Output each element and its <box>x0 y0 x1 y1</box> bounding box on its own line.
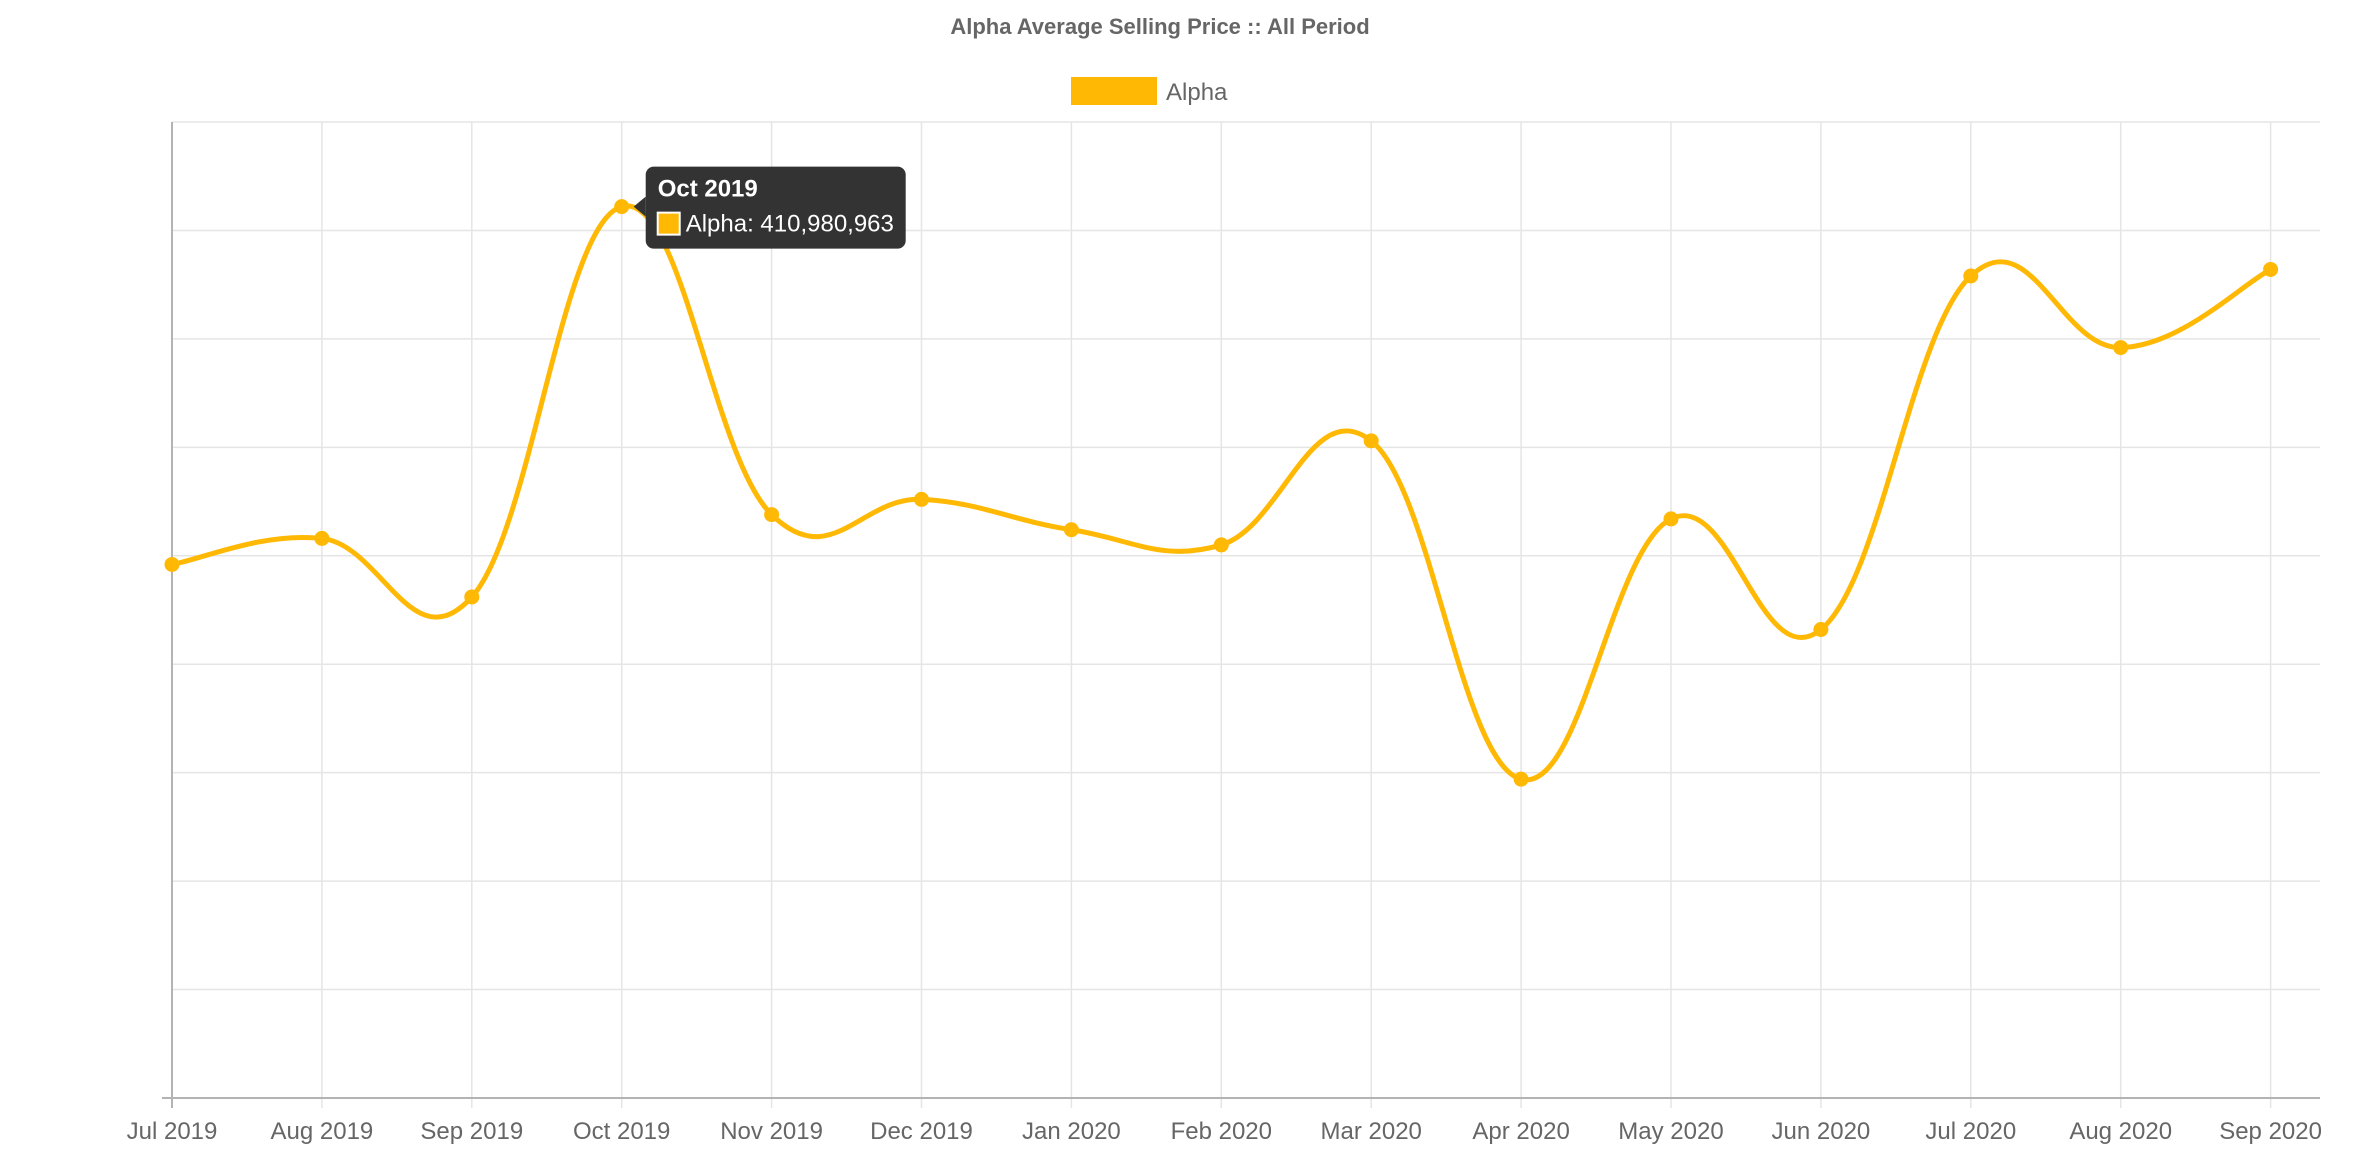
x-tick-label: Mar 2020 <box>1321 1118 1422 1145</box>
tooltip-swatch <box>656 211 681 236</box>
data-point[interactable] <box>164 556 180 572</box>
data-point[interactable] <box>1813 622 1829 638</box>
tooltip: Oct 2019 Alpha: 410,980,963 <box>633 166 906 249</box>
axes <box>162 122 2320 1108</box>
data-point[interactable] <box>914 491 929 507</box>
x-tick-label: Jul 2019 <box>127 1118 218 1145</box>
chart-title: Alpha Average Selling Price :: All Perio… <box>950 14 1369 39</box>
x-tick-label: Oct 2019 <box>573 1118 670 1145</box>
data-point[interactable] <box>314 530 330 546</box>
data-point[interactable] <box>1063 522 1079 538</box>
x-tick-label: Sep 2020 <box>2219 1118 2322 1145</box>
x-tick-label: Feb 2020 <box>1171 1118 1272 1145</box>
x-tick-label: Aug 2020 <box>2069 1118 2172 1145</box>
data-point[interactable] <box>1213 537 1229 553</box>
legend[interactable]: Alpha <box>1071 77 1228 106</box>
tooltip-box <box>645 166 906 249</box>
tooltip-caret <box>633 196 646 217</box>
x-tick-label: Jan 2020 <box>1022 1118 1121 1145</box>
x-tick-label: Jun 2020 <box>1772 1118 1871 1145</box>
x-tick-label: May 2020 <box>1618 1118 1723 1145</box>
data-point[interactable] <box>1363 433 1379 449</box>
x-tick-label: Dec 2019 <box>870 1118 973 1145</box>
data-point[interactable] <box>1963 268 1979 284</box>
series-line-alpha <box>171 203 2272 783</box>
data-point[interactable] <box>464 589 480 605</box>
x-tick-label: Jul 2020 <box>1925 1118 2016 1145</box>
x-tick-label: Aug 2019 <box>271 1118 374 1145</box>
x-tick-label: Nov 2019 <box>720 1118 823 1145</box>
data-point[interactable] <box>1513 771 1529 787</box>
data-point[interactable] <box>2263 261 2279 277</box>
x-tick-label: Sep 2019 <box>420 1118 523 1145</box>
tooltip-label: Alpha: 410,980,963 <box>686 211 894 238</box>
legend-swatch-alpha <box>1071 77 1157 105</box>
tooltip-title: Oct 2019 <box>658 176 758 203</box>
data-point[interactable] <box>764 507 780 523</box>
series-alpha-points[interactable] <box>164 199 2279 787</box>
data-point[interactable] <box>614 199 630 215</box>
grid <box>171 121 2320 1108</box>
legend-label-alpha: Alpha <box>1166 79 1228 106</box>
series-alpha <box>171 203 2272 783</box>
data-point[interactable] <box>1663 511 1679 527</box>
x-tick-label: Apr 2020 <box>1472 1118 1569 1145</box>
x-axis-ticks: Jul 2019 Aug 2019 Sep 2019 Oct 2019 Nov 2019… <box>127 1118 2322 1145</box>
data-point[interactable] <box>2113 340 2129 356</box>
